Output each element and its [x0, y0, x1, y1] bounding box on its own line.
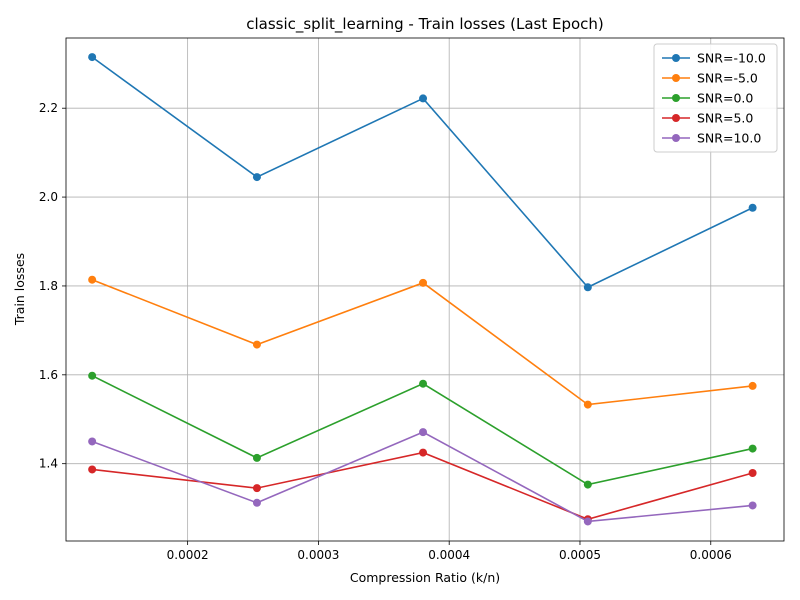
x-axis-label: Compression Ratio (k/n) [350, 570, 500, 585]
x-tick-label: 0.0004 [428, 548, 470, 562]
data-point [748, 381, 757, 390]
legend-marker [672, 54, 680, 62]
legend-box [653, 43, 778, 153]
data-point [419, 448, 428, 457]
series-1 [88, 275, 757, 409]
y-tick-label: 2.0 [39, 190, 58, 204]
data-point [583, 400, 592, 409]
data-point [88, 53, 97, 62]
x-tick-label: 0.0005 [559, 548, 601, 562]
legend-item: SNR=-5.0 [662, 71, 758, 86]
legend-marker [672, 74, 680, 82]
legend-item: SNR=-10.0 [662, 51, 766, 66]
legend-label: SNR=-10.0 [697, 51, 766, 66]
legend-marker [672, 134, 680, 142]
data-point [252, 340, 261, 349]
plot-frame [65, 37, 785, 542]
data-point [88, 437, 97, 446]
data-point [252, 484, 261, 493]
axes: 0.0002 0.0003 0.0004 0.0005 0.0006 1.4 1.6 1.8 2… [39, 37, 785, 562]
data-point [252, 453, 261, 462]
x-tick-label: 0.0006 [690, 548, 732, 562]
data-point [252, 173, 261, 182]
series-2 [88, 371, 757, 489]
data-point [748, 501, 757, 510]
y-tick-label: 1.8 [39, 279, 58, 293]
y-axis-label: Train losses [12, 253, 27, 326]
legend-item: SNR=10.0 [662, 131, 761, 146]
legend-marker [672, 114, 680, 122]
data-point [252, 498, 261, 507]
data-point [583, 283, 592, 292]
data-point [88, 275, 97, 284]
legend-item: SNR=5.0 [662, 111, 753, 126]
legend: SNR=-10.0 SNR=-5.0 SNR=0.0 SNR=5.0 SNR=10.0 [653, 43, 778, 153]
data-point [419, 278, 428, 287]
data-point [419, 379, 428, 388]
data-point [748, 469, 757, 478]
data-point [748, 203, 757, 212]
legend-label: SNR=5.0 [697, 111, 753, 126]
x-tick-label: 0.0003 [297, 548, 339, 562]
y-tick-label: 2.2 [39, 101, 58, 115]
series-layer [88, 53, 757, 526]
series-line [92, 451, 753, 521]
legend-label: SNR=10.0 [697, 131, 761, 146]
series-3 [88, 448, 757, 524]
data-point [583, 517, 592, 526]
legend-marker [672, 94, 680, 102]
chart-title: classic_split_learning - Train losses (L… [246, 15, 604, 34]
x-tick-label: 0.0002 [167, 548, 209, 562]
data-point [583, 480, 592, 489]
y-tick-label: 1.6 [39, 368, 58, 382]
data-point [748, 444, 757, 453]
series-4 [88, 428, 757, 526]
legend-label: SNR=0.0 [697, 91, 753, 106]
series-line [91, 431, 753, 523]
data-point [88, 371, 97, 380]
y-tick-label: 1.4 [39, 457, 58, 471]
data-point [419, 94, 428, 103]
data-point [88, 465, 97, 474]
legend-label: SNR=-5.0 [697, 71, 758, 86]
legend-item: SNR=0.0 [662, 91, 753, 106]
series-0 [88, 53, 757, 292]
data-point [419, 428, 428, 437]
